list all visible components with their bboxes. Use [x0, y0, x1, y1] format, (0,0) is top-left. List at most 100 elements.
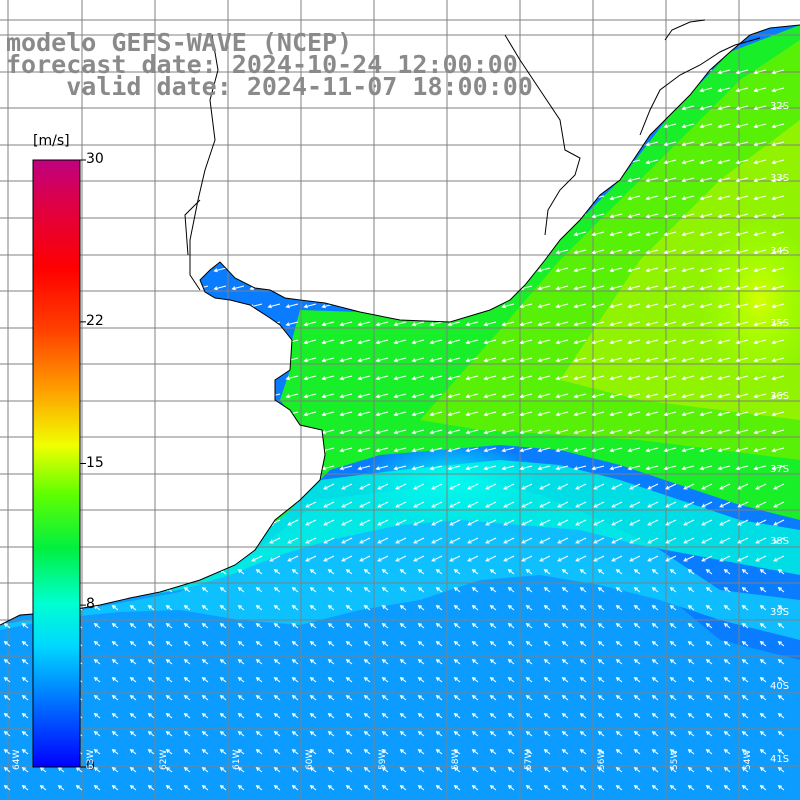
wind-arrow	[309, 622, 317, 629]
wind-arrow	[501, 393, 515, 399]
wind-arrow	[201, 640, 209, 647]
wind-arrow	[591, 249, 605, 255]
wind-arrow	[411, 357, 425, 363]
wind-arrow	[681, 339, 695, 345]
wind-arrow	[363, 622, 371, 629]
wind-arrow	[519, 375, 533, 381]
wind-arrow	[363, 766, 371, 773]
wind-arrow	[507, 658, 515, 665]
wind-arrow	[453, 622, 461, 629]
wind-arrow	[519, 339, 533, 345]
wind-arrow	[111, 622, 119, 629]
wind-arrow	[591, 267, 605, 273]
wind-arrow	[431, 501, 443, 508]
wind-arrow	[741, 586, 749, 593]
wind-arrow	[645, 339, 659, 345]
wind-arrow	[393, 411, 407, 417]
wind-arrow	[735, 465, 749, 471]
wind-arrow	[717, 105, 731, 111]
wind-arrow	[129, 622, 137, 629]
longitude-label: 62W	[159, 749, 169, 770]
wind-arrow	[681, 159, 695, 165]
wind-arrow	[633, 730, 641, 737]
wind-arrow	[453, 694, 461, 701]
wind-arrow	[741, 658, 749, 665]
wind-arrow	[399, 766, 407, 773]
wind-arrow	[525, 784, 533, 791]
wind-arrow	[147, 694, 155, 701]
wind-arrow	[345, 784, 353, 791]
wind-arrow	[93, 784, 101, 791]
wind-arrow	[753, 123, 767, 129]
wind-arrow	[359, 519, 371, 526]
wind-arrow	[21, 712, 29, 719]
wind-arrow	[519, 393, 533, 399]
wind-arrow	[537, 465, 551, 471]
wind-arrow	[735, 303, 749, 309]
wind-arrow	[699, 177, 713, 183]
wind-arrow	[93, 712, 101, 719]
wind-arrow	[237, 676, 245, 683]
latitude-label: 33S	[770, 173, 790, 184]
wind-arrow	[309, 676, 317, 683]
wind-arrow	[291, 766, 299, 773]
wind-arrow	[393, 429, 407, 435]
colorbar-tick-label: 30	[86, 151, 104, 167]
wind-arrow	[483, 339, 497, 345]
wind-arrow	[633, 586, 641, 593]
wind-arrow	[93, 730, 101, 737]
wind-arrow	[753, 285, 767, 291]
wind-arrow	[393, 357, 407, 363]
wind-arrow	[597, 712, 605, 719]
wind-arrow	[449, 555, 461, 562]
wind-arrow	[377, 555, 389, 562]
wind-arrow	[321, 339, 335, 345]
wind-arrow	[537, 303, 551, 309]
wind-arrow	[413, 501, 425, 508]
wind-arrow	[645, 231, 659, 237]
wind-arrow	[591, 393, 605, 399]
wind-arrow	[147, 766, 155, 773]
wind-arrow	[627, 231, 641, 237]
wind-arrow	[543, 586, 551, 593]
wind-arrow	[699, 105, 713, 111]
wind-arrow	[735, 321, 749, 327]
colorbar-tick-label: 0	[86, 758, 95, 774]
wind-arrow	[363, 712, 371, 719]
wind-arrow	[627, 357, 641, 363]
wind-arrow	[575, 501, 587, 508]
wind-arrow	[237, 730, 245, 737]
wind-arrow	[357, 375, 371, 381]
wind-arrow	[411, 393, 425, 399]
wind-arrow	[393, 375, 407, 381]
wind-arrow	[645, 213, 659, 219]
wind-arrow	[381, 694, 389, 701]
wind-arrow	[467, 537, 479, 544]
wind-arrow	[327, 658, 335, 665]
wind-arrow	[449, 483, 461, 490]
wind-arrow	[561, 676, 569, 683]
wind-arrow	[471, 784, 479, 791]
wind-arrow	[777, 568, 785, 575]
wind-arrow	[597, 676, 605, 683]
wind-arrow	[111, 604, 119, 611]
wind-arrow	[573, 267, 587, 273]
wind-arrow	[431, 483, 443, 490]
wind-arrow	[705, 730, 713, 737]
wind-arrow	[579, 712, 587, 719]
wind-arrow	[323, 555, 335, 562]
wind-arrow	[753, 267, 767, 273]
wind-arrow	[201, 622, 209, 629]
wind-arrow	[555, 393, 569, 399]
wind-arrow	[555, 465, 569, 471]
wind-arrow	[269, 555, 281, 562]
wind-arrow	[669, 784, 677, 791]
wind-arrow	[501, 339, 515, 345]
wind-arrow	[543, 568, 551, 575]
wind-arrow	[273, 694, 281, 701]
wind-arrow	[645, 465, 659, 471]
longitude-label: 60W	[305, 749, 315, 770]
wind-arrow	[681, 177, 695, 183]
wind-arrow	[323, 519, 335, 526]
wind-arrow	[147, 730, 155, 737]
